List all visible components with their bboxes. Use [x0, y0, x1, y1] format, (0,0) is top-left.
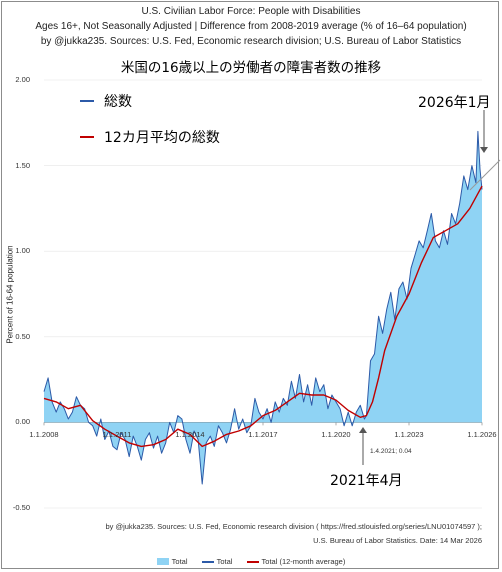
series-total-line: [43, 130, 483, 485]
y-tick-label: 0.00: [15, 417, 30, 427]
y-tick-label: 1.00: [15, 246, 30, 256]
legend-item-line: Total: [201, 556, 233, 566]
legend-total-swatch: [80, 100, 94, 102]
source-line-2: U.S. Bureau of Labor Statistics. Date: 1…: [313, 536, 482, 545]
bottom-legend: Total Total Total (12-month average): [0, 556, 502, 566]
series-total-area: [44, 131, 482, 484]
x-tick-label: 1.1.2020: [321, 430, 351, 440]
y-tick-label: 0.50: [15, 331, 30, 341]
legend-item-avg: Total (12-month average): [246, 556, 346, 566]
x-tick-label: 1.1.2023: [394, 430, 424, 440]
legend-area-label: Total: [171, 556, 188, 566]
legend-avg-bottom-label: Total (12-month average): [261, 556, 346, 566]
annotation-low-point: 1.4.2021; 0.04: [370, 448, 412, 455]
x-tick-label: 1.1.2026: [467, 430, 497, 440]
japanese-title: 米国の16歳以上の労働者の障害者数の推移: [120, 60, 382, 76]
data-layer: [43, 130, 483, 485]
legend-avg-swatch: [80, 136, 94, 138]
chart-title: U.S. Civilian Labor Force: People with D…: [141, 6, 361, 17]
latest-arrow-head: [480, 147, 488, 153]
low-arrow-head: [359, 427, 367, 433]
annotation-low: 2021年4月: [330, 473, 403, 489]
x-tick-label: 1.1.2011: [102, 430, 132, 440]
series-average-line: [43, 185, 483, 448]
y-tick-label: -0.50: [12, 503, 30, 512]
legend-line-swatch: [201, 560, 214, 563]
x-tick-label: 1.1.2017: [248, 430, 278, 440]
legend-avg-bottom-swatch: [246, 560, 259, 563]
connector-line: [469, 159, 501, 191]
legend-total-label: 総数: [104, 94, 132, 110]
x-tick-label: 1.1.2014: [175, 430, 205, 440]
chart-credit: by @jukka235. Sources: U.S. Fed, Economi…: [40, 36, 462, 47]
y-tick-label: 1.50: [15, 160, 30, 170]
legend-item-area: Total: [156, 556, 188, 566]
legend-area-swatch: [156, 558, 169, 566]
chart-subtitle: Ages 16+, Not Seasonally Adjusted | Diff…: [35, 21, 467, 32]
x-tick-label: 1.1.2008: [29, 430, 59, 440]
annotation-latest: 2026年1月: [418, 95, 491, 111]
source-line-1: by @jukka235. Sources: U.S. Fed, Economi…: [105, 522, 482, 531]
legend-avg-label: 12カ月平均の総数: [104, 130, 220, 146]
y-tick-label: 2.00: [15, 75, 30, 84]
legend-line-label: Total: [216, 556, 233, 566]
